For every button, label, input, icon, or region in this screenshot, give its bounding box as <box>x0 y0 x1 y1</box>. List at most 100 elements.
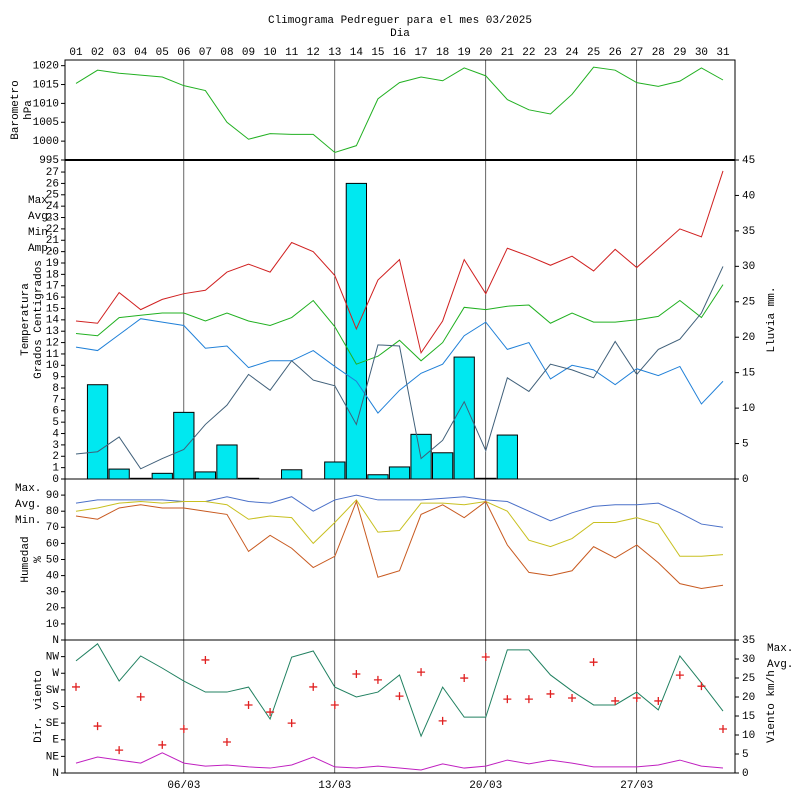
y-tick-label: SE <box>46 718 60 730</box>
direction-marker <box>719 725 727 734</box>
x-tick-label: 14 <box>350 47 364 59</box>
legend-entry: Avg. <box>28 211 54 223</box>
y-tick-label: 20 <box>46 603 59 615</box>
series-line <box>75 499 724 557</box>
x-tick-label: 13 <box>328 47 341 59</box>
direction-marker <box>395 692 404 701</box>
direction-marker <box>568 694 577 703</box>
series-line <box>75 643 724 738</box>
direction-marker <box>524 695 533 704</box>
y-axis-title: Temperatura <box>20 283 32 356</box>
y-tick-label: 6 <box>52 406 59 418</box>
y-axis-title: Dir. viento <box>33 670 45 743</box>
y-tick-label: 7 <box>52 394 59 406</box>
y2-tick-label: 5 <box>742 438 749 450</box>
y-tick-label: 1010 <box>33 98 59 110</box>
y-tick-label: 19 <box>46 258 59 270</box>
direction-marker <box>675 671 684 680</box>
y2-tick-label: 30 <box>742 654 755 666</box>
y2-tick-label: 15 <box>742 711 755 723</box>
x-tick-label: 04 <box>134 47 148 59</box>
x-tick-label: 09 <box>242 47 255 59</box>
direction-marker <box>632 694 641 703</box>
legend-entry: Avg. <box>767 659 793 671</box>
series-line <box>75 499 724 589</box>
y-tick-label: E <box>52 735 59 747</box>
direction-marker <box>93 722 102 731</box>
legend-entry: Min. <box>28 227 54 239</box>
rain-bar <box>194 471 217 480</box>
rain-bar <box>151 472 173 480</box>
y2-tick-label: 30 <box>742 261 755 273</box>
y-tick-label: NE <box>46 751 60 763</box>
x-tick-label: 06 <box>177 47 190 59</box>
x-tick-label: 01 <box>69 47 83 59</box>
y-tick-label: 1 <box>52 463 59 475</box>
y-tick-label: 14 <box>46 315 60 327</box>
direction-marker <box>287 719 296 728</box>
y2-tick-label: 20 <box>742 692 755 704</box>
direction-marker <box>352 669 361 678</box>
rain-bar <box>496 434 518 480</box>
direction-marker <box>417 668 426 677</box>
rain-bar <box>367 474 389 480</box>
rain-bar <box>237 477 260 480</box>
x-tick-label: 29 <box>673 47 686 59</box>
x-tick-label: 02 <box>91 47 104 59</box>
y2-tick-label: 25 <box>742 297 755 309</box>
direction-marker <box>201 655 210 664</box>
x-tick-label: 05 <box>156 47 169 59</box>
rain-bar <box>216 444 238 480</box>
x-tick-label: 26 <box>609 47 622 59</box>
x-tick-label: 07 <box>199 47 212 59</box>
x-tick-label: 03 <box>113 47 126 59</box>
x-tick-label: 15 <box>371 47 384 59</box>
y-tick-label: 17 <box>46 281 59 293</box>
y-tick-label: 22 <box>46 224 59 236</box>
direction-marker <box>222 737 231 746</box>
y-tick-label: 25 <box>46 190 59 202</box>
series-line <box>75 494 724 528</box>
y-tick-label: 10 <box>46 360 59 372</box>
x-tick-label: 27 <box>630 47 643 59</box>
y-axis-title: % <box>33 556 45 563</box>
y-tick-label: 80 <box>46 506 59 518</box>
y-tick-label: 24 <box>46 201 60 213</box>
y-tick-label: 0 <box>52 474 59 486</box>
direction-marker <box>266 708 275 717</box>
x-tick-label: 23 <box>544 47 557 59</box>
y2-tick-label: 5 <box>742 749 749 761</box>
y-axis-title: Grados Centigrados <box>33 260 45 379</box>
y-axis-title: Barometro <box>10 80 22 139</box>
legend-entry: Amp. <box>28 243 54 255</box>
x-tick-label: 22 <box>522 47 535 59</box>
rain-bar <box>475 477 497 480</box>
y-tick-label: 27 <box>46 167 59 179</box>
y-tick-label: SW <box>46 685 60 697</box>
rain-bar <box>86 384 109 480</box>
x-tick-label: 10 <box>263 47 276 59</box>
x-tick-label: 24 <box>565 47 579 59</box>
x-tick-label: 31 <box>716 47 730 59</box>
x-tick-label: 16 <box>393 47 406 59</box>
x-tick-label: 08 <box>220 47 233 59</box>
y2-tick-label: 10 <box>742 403 755 415</box>
plot-frame <box>64 59 736 774</box>
legend-entry: Avg. <box>15 499 41 511</box>
y-tick-label: 4 <box>52 428 59 440</box>
series-line <box>75 752 724 771</box>
y-tick-label: 5 <box>52 417 59 429</box>
y2-axis-title: Viento km/h <box>766 670 778 743</box>
direction-marker <box>546 689 555 698</box>
series-line <box>75 66 724 154</box>
y-tick-label: 2 <box>52 451 59 463</box>
direction-marker <box>244 701 253 710</box>
y2-tick-label: 35 <box>742 226 755 238</box>
x-tick-label: 27/03 <box>620 780 653 792</box>
y2-tick-label: 15 <box>742 368 755 380</box>
direction-marker <box>589 658 598 667</box>
y-tick-label: 1000 <box>33 136 59 148</box>
y-axis-title: Humedad <box>20 536 32 582</box>
y-tick-label: 18 <box>46 269 59 281</box>
y-tick-label: 70 <box>46 522 59 534</box>
